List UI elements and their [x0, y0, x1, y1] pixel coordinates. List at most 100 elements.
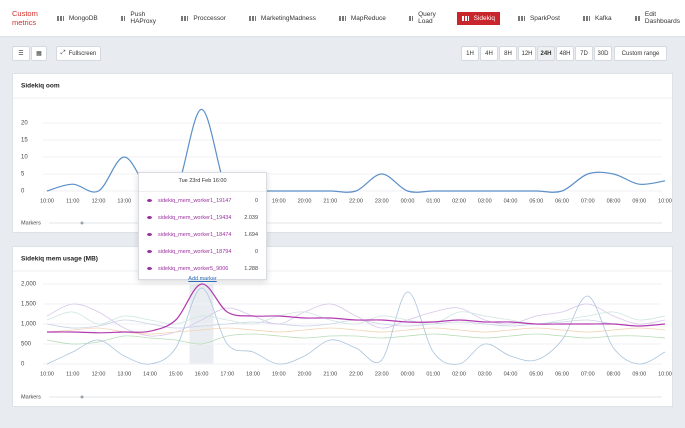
eye-icon[interactable] — [147, 267, 152, 270]
eye-icon[interactable] — [147, 250, 152, 253]
chart: Sidekiq oom 0 5 10 15 20 10:00 11:00 12:00 13:00 1… — [13, 83, 672, 226]
x-tick-label: 20:00 — [298, 371, 312, 377]
x-tick-label: 07:00 — [581, 198, 595, 204]
x-tick-label: 07:00 — [581, 371, 595, 377]
eye-icon[interactable] — [147, 233, 152, 236]
series-line — [46, 327, 666, 335]
x-tick-label: 03:00 — [478, 198, 492, 204]
x-tick-label: 00:00 — [401, 198, 415, 204]
range-button[interactable]: 4H — [480, 46, 498, 61]
x-tick-label: 02:00 — [452, 198, 466, 204]
series-name: sidekiq_mem_worker1_19147 — [158, 197, 232, 204]
list-view-button[interactable]: ☰ — [12, 46, 30, 61]
series-line — [46, 311, 666, 325]
x-tick-label: 03:00 — [478, 371, 492, 377]
panel-title: Sidekiq mem usage (MB) — [21, 256, 98, 263]
x-tick-label: 08:00 — [607, 198, 621, 204]
nav-tab[interactable]: Proccessor — [176, 12, 231, 25]
x-tick-label: 15:00 — [169, 371, 183, 377]
series-value: 0 — [254, 197, 258, 204]
nav-tab[interactable]: Kafka — [578, 12, 617, 25]
tooltip-title: Tue 23rd Feb 16:00 — [139, 173, 266, 192]
x-tick-label: 22:00 — [349, 371, 363, 377]
x-tick-label: 05:00 — [529, 198, 543, 204]
x-tick-label: 22:00 — [349, 198, 363, 204]
x-tick-label: 17:00 — [220, 371, 234, 377]
x-tick-label: 13:00 — [117, 198, 131, 204]
range-button[interactable]: 30D — [594, 46, 612, 61]
markers-label: Markers — [21, 394, 41, 400]
grid-view-button[interactable]: ▦ — [31, 46, 47, 61]
markers-handle — [80, 221, 84, 225]
eye-icon[interactable] — [147, 216, 152, 219]
y-tick-label: 500 — [21, 342, 32, 348]
x-tick-label: 19:00 — [272, 371, 286, 377]
markers-label: Markers — [21, 220, 41, 226]
y-tick-label: 2,000 — [21, 282, 37, 288]
series-value: 0 — [254, 248, 258, 255]
range-button[interactable]: Custom range — [614, 46, 667, 61]
fullscreen-button[interactable]: ⤢ Fullscreen — [56, 46, 101, 61]
y-tick-label: 10 — [21, 155, 28, 161]
series-value: 1.288 — [244, 265, 258, 272]
x-tick-label: 16:00 — [195, 371, 209, 377]
nav-tab[interactable]: Edit Dashboards — [630, 8, 685, 28]
y-tick-label: 0 — [21, 362, 25, 368]
eye-icon[interactable] — [147, 199, 152, 202]
nav-tab[interactable]: Query Load — [404, 8, 444, 28]
nav-tab[interactable]: MapReduce — [334, 12, 391, 25]
y-tick-label: 20 — [21, 121, 28, 127]
x-tick-label: 18:00 — [246, 371, 260, 377]
x-tick-label: 21:00 — [323, 198, 337, 204]
nav-tab[interactable]: MongoDB — [52, 12, 103, 25]
tooltip-row: sidekiq_mem_worker1_19147 0 — [139, 192, 266, 209]
x-tick-label: 09:00 — [632, 198, 646, 204]
nav-bar: Custom metrics MongoDB Push HAProxy Procce… — [0, 0, 685, 37]
brand[interactable]: Custom metrics — [12, 9, 38, 27]
tooltip: Tue 23rd Feb 16:00 sidekiq_mem_worker1_1… — [138, 172, 267, 282]
x-tick-label: 19:00 — [272, 198, 286, 204]
series-name: sidekiq_mem_worker1_18474 — [158, 231, 232, 238]
series-name: sidekiq_mem_worker5_9006 — [158, 265, 229, 272]
range-button[interactable]: 12H — [518, 46, 536, 61]
range-button[interactable]: 24H — [537, 46, 555, 61]
range-button[interactable]: 8H — [499, 46, 517, 61]
range-button[interactable]: 7D — [575, 46, 593, 61]
nav-tab[interactable]: MarketingMadness — [244, 12, 321, 25]
series-name: sidekiq_mem_worker1_19434 — [158, 214, 232, 221]
series-name: sidekiq_mem_worker1_18794 — [158, 248, 232, 255]
x-tick-label: 10:00 — [40, 371, 54, 377]
x-tick-label: 02:00 — [452, 371, 466, 377]
x-tick-label: 12:00 — [92, 371, 106, 377]
x-tick-label: 23:00 — [375, 371, 389, 377]
add-marker-link[interactable]: Add marker — [188, 276, 217, 282]
x-tick-label: 05:00 — [529, 371, 543, 377]
panel: Sidekiq mem usage (MB) 0 500 1,000 1,500 2,00… — [12, 246, 673, 407]
range-button[interactable]: 1H — [461, 46, 479, 61]
x-tick-label: 08:00 — [607, 371, 621, 377]
x-tick-label: 06:00 — [555, 198, 569, 204]
y-tick-label: 0 — [21, 189, 25, 195]
x-tick-label: 06:00 — [555, 371, 569, 377]
chart: Sidekiq mem usage (MB) 0 500 1,000 1,500 2,00… — [13, 256, 672, 400]
tooltip-row: sidekiq_mem_worker1_18794 0 — [139, 243, 266, 260]
x-tick-label: 12:00 — [92, 198, 106, 204]
x-tick-label: 10:00 — [658, 198, 672, 204]
x-tick-label: 00:00 — [401, 371, 415, 377]
series-value: 1.694 — [244, 231, 258, 238]
x-tick-label: 04:00 — [504, 198, 518, 204]
x-tick-label: 09:00 — [632, 371, 646, 377]
nav-tab[interactable]: SparkPost — [513, 12, 565, 25]
y-tick-label: 1,500 — [21, 302, 37, 308]
x-tick-label: 10:00 — [658, 371, 672, 377]
range-button[interactable]: 48H — [556, 46, 574, 61]
series-line — [46, 287, 666, 365]
nav-tab[interactable]: Sidekiq — [456, 11, 500, 25]
series-line — [46, 283, 666, 334]
nav-tab[interactable]: Push HAProxy — [116, 8, 164, 28]
series-line — [46, 333, 666, 345]
y-tick-label: 15 — [21, 138, 28, 144]
y-tick-label: 1,000 — [21, 322, 37, 328]
x-tick-label: 21:00 — [323, 371, 337, 377]
